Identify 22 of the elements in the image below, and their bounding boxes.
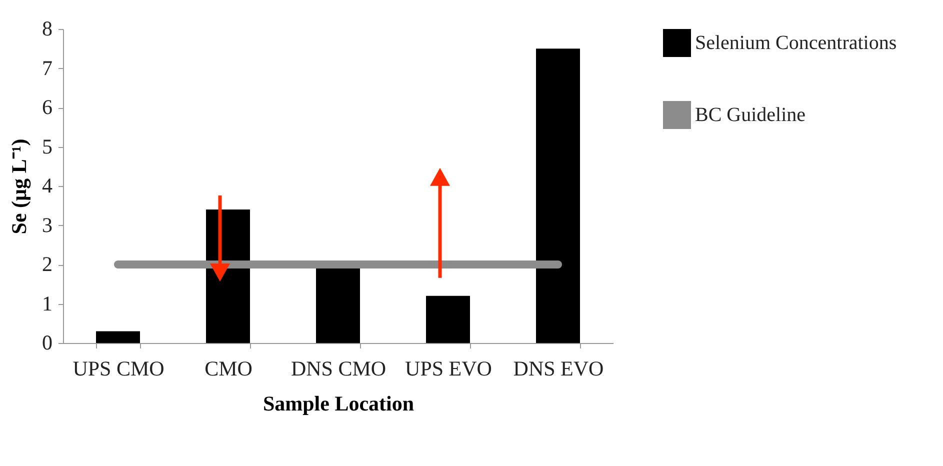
y-tick-label: 6 bbox=[42, 95, 52, 119]
y-axis-title: Se (µg L⁻¹) bbox=[7, 138, 31, 234]
bar bbox=[316, 268, 360, 343]
y-tick-label: 8 bbox=[42, 16, 52, 40]
y-tick-label: 3 bbox=[42, 212, 52, 237]
y-tick-label: 1 bbox=[42, 291, 52, 316]
y-tick-label: 0 bbox=[42, 330, 52, 354]
bar bbox=[536, 48, 580, 343]
x-axis-title: Sample Location bbox=[262, 392, 414, 416]
x-tick-label: DNS EVO bbox=[513, 356, 604, 380]
x-tick-label: CMO bbox=[204, 356, 252, 380]
bar bbox=[426, 296, 470, 343]
legend-label: BC Guideline bbox=[695, 104, 806, 126]
x-tick-label: UPS EVO bbox=[405, 356, 492, 380]
y-tick-label: 2 bbox=[42, 252, 52, 276]
bar bbox=[96, 331, 140, 343]
x-tick-label: UPS CMO bbox=[72, 356, 164, 380]
y-tick-label: 7 bbox=[42, 56, 52, 80]
y-tick-label: 4 bbox=[42, 174, 53, 198]
y-tick-label: 5 bbox=[42, 134, 52, 158]
x-tick-label: DNS CMO bbox=[290, 356, 386, 380]
legend-label: Selenium Concentrations bbox=[695, 32, 897, 54]
